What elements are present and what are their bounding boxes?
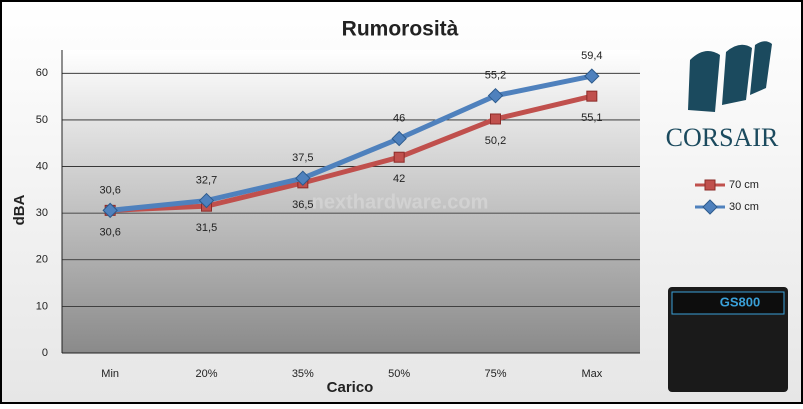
data-label: 50,2: [485, 135, 506, 147]
logo-sails: [688, 41, 772, 112]
x-tick-label: Min: [101, 368, 119, 380]
marker: [198, 192, 215, 209]
y-tick-label: 0: [42, 347, 48, 359]
data-label: 32,7: [196, 174, 217, 186]
data-label: 46: [393, 112, 405, 124]
series-line: [110, 93, 593, 213]
y-tick-label: 40: [36, 160, 48, 172]
data-label: 31,5: [196, 222, 217, 234]
psu-label: [671, 291, 785, 315]
brand: CORSAIR: [666, 123, 779, 152]
y-tick-label: 60: [36, 67, 48, 79]
marker: [704, 179, 716, 191]
data-label: 42: [393, 173, 405, 185]
data-label: 36,5: [292, 199, 313, 211]
watermark: nexthardware.com: [312, 191, 489, 213]
data-label: 30,6: [99, 184, 120, 196]
legend-label: 70 cm: [729, 179, 759, 191]
y-axis-label: dBA: [11, 194, 28, 225]
series-line: [109, 73, 593, 213]
product: GS800: [720, 294, 760, 309]
data-label: 59,4: [581, 50, 602, 62]
chart-title: Rumorosità: [342, 18, 459, 41]
marker: [391, 130, 407, 147]
y-tick-label: 20: [36, 254, 48, 266]
plot-area: [62, 50, 640, 353]
x-tick-label: 20%: [195, 368, 217, 380]
x-tick-label: 35%: [292, 368, 314, 380]
data-label: 55,1: [581, 112, 602, 124]
y-tick-label: 50: [36, 114, 48, 126]
data-label: 55,2: [485, 70, 506, 82]
marker: [393, 151, 405, 163]
logo: CORSAIR: [666, 41, 779, 152]
x-axis-label: Carico: [327, 379, 374, 396]
marker: [487, 87, 504, 104]
product-image: GS800: [668, 287, 788, 392]
x-tick-label: 75%: [484, 368, 506, 380]
legend-label: 30 cm: [729, 201, 759, 213]
marker: [586, 90, 598, 102]
x-tick-label: Max: [581, 368, 602, 380]
data-label: 37,5: [292, 152, 313, 164]
marker: [102, 202, 118, 219]
marker: [490, 113, 501, 125]
marker: [584, 68, 600, 84]
marker: [295, 170, 311, 186]
marker: [702, 199, 718, 215]
y-tick-label: 30: [36, 207, 48, 219]
y-tick-label: 10: [36, 300, 48, 312]
data-label: 30,6: [99, 226, 120, 238]
x-tick-label: 50%: [388, 368, 410, 380]
